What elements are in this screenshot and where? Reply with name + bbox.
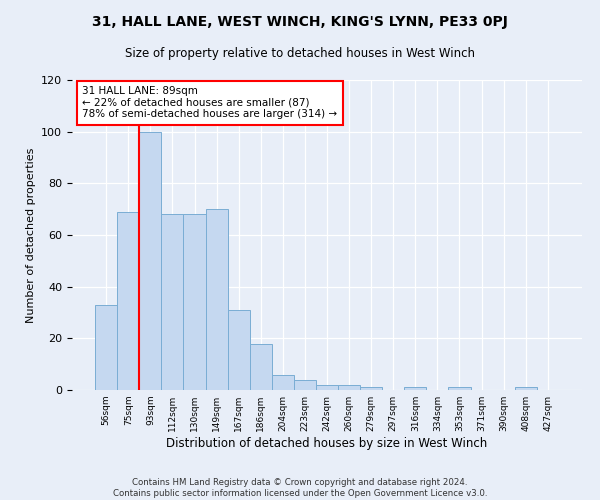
Bar <box>338 385 360 390</box>
Bar <box>316 385 338 390</box>
Bar <box>404 388 427 390</box>
Bar <box>161 214 184 390</box>
Bar <box>206 209 227 390</box>
Bar <box>184 214 206 390</box>
Y-axis label: Number of detached properties: Number of detached properties <box>26 148 35 322</box>
Bar <box>360 388 382 390</box>
Text: 31, HALL LANE, WEST WINCH, KING'S LYNN, PE33 0PJ: 31, HALL LANE, WEST WINCH, KING'S LYNN, … <box>92 15 508 29</box>
Bar <box>448 388 470 390</box>
Bar <box>95 304 117 390</box>
Bar <box>227 310 250 390</box>
X-axis label: Distribution of detached houses by size in West Winch: Distribution of detached houses by size … <box>166 437 488 450</box>
Text: 31 HALL LANE: 89sqm
← 22% of detached houses are smaller (87)
78% of semi-detach: 31 HALL LANE: 89sqm ← 22% of detached ho… <box>82 86 337 120</box>
Bar <box>117 212 139 390</box>
Bar <box>250 344 272 390</box>
Bar <box>139 132 161 390</box>
Bar <box>294 380 316 390</box>
Bar <box>515 388 537 390</box>
Bar <box>272 374 294 390</box>
Text: Contains HM Land Registry data © Crown copyright and database right 2024.
Contai: Contains HM Land Registry data © Crown c… <box>113 478 487 498</box>
Text: Size of property relative to detached houses in West Winch: Size of property relative to detached ho… <box>125 48 475 60</box>
